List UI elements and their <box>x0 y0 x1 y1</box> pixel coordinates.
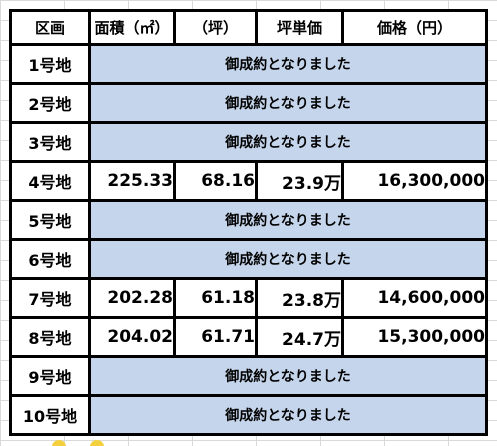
area-sqm-cell[interactable]: 202.28 <box>88 277 176 319</box>
unit-price-cell[interactable]: 23.9万 <box>255 160 344 202</box>
header-row: 区画 面積（㎡） （坪） 坪単価 価格（円） <box>9 9 488 46</box>
price-cell[interactable]: 14,600,000 <box>341 277 488 319</box>
table-row: 4号地 225.33 68.16 23.9万 16,300,000 <box>9 160 488 202</box>
sold-status-cell[interactable]: 御成約となりました <box>88 394 488 436</box>
header-price[interactable]: 価格（円） <box>341 9 488 46</box>
decorative-yellow-shape <box>90 440 104 446</box>
header-area-sqm[interactable]: 面積（㎡） <box>88 9 176 46</box>
table-row: 2号地 御成約となりました <box>9 82 488 124</box>
table-row: 7号地 202.28 61.18 23.8万 14,600,000 <box>9 277 488 319</box>
table-row: 10号地 御成約となりました <box>9 394 488 436</box>
area-sqm-cell[interactable]: 204.02 <box>88 316 176 358</box>
sold-status-cell[interactable]: 御成約となりました <box>88 121 488 163</box>
lot-name-cell[interactable]: 5号地 <box>9 199 91 241</box>
lot-name-cell[interactable]: 6号地 <box>9 238 91 280</box>
lot-name-cell[interactable]: 1号地 <box>9 43 91 85</box>
price-cell[interactable]: 15,300,000 <box>341 316 488 358</box>
sold-status-cell[interactable]: 御成約となりました <box>88 238 488 280</box>
lot-name-cell[interactable]: 9号地 <box>9 355 91 397</box>
table-row: 6号地 御成約となりました <box>9 238 488 280</box>
area-tsubo-cell[interactable]: 61.18 <box>173 277 258 319</box>
lot-name-cell[interactable]: 7号地 <box>9 277 91 319</box>
table-row: 1号地 御成約となりました <box>9 43 488 85</box>
sold-status-cell[interactable]: 御成約となりました <box>88 199 488 241</box>
header-area-tsubo[interactable]: （坪） <box>173 9 258 46</box>
area-tsubo-cell[interactable]: 68.16 <box>173 160 258 202</box>
area-sqm-cell[interactable]: 225.33 <box>88 160 176 202</box>
unit-price-cell[interactable]: 23.8万 <box>255 277 344 319</box>
table-row: 5号地 御成約となりました <box>9 199 488 241</box>
lot-name-cell[interactable]: 3号地 <box>9 121 91 163</box>
sold-status-cell[interactable]: 御成約となりました <box>88 355 488 397</box>
area-tsubo-cell[interactable]: 61.71 <box>173 316 258 358</box>
unit-price-cell[interactable]: 24.7万 <box>255 316 344 358</box>
lot-price-table: 区画 面積（㎡） （坪） 坪単価 価格（円） 1号地 御成約となりました 2号地… <box>9 9 488 436</box>
lot-name-cell[interactable]: 4号地 <box>9 160 91 202</box>
decorative-yellow-shape <box>52 440 66 446</box>
header-unit-price[interactable]: 坪単価 <box>255 9 344 46</box>
price-cell[interactable]: 16,300,000 <box>341 160 488 202</box>
lot-name-cell[interactable]: 10号地 <box>9 394 91 436</box>
table-row: 9号地 御成約となりました <box>9 355 488 397</box>
table-row: 3号地 御成約となりました <box>9 121 488 163</box>
table-row: 8号地 204.02 61.71 24.7万 15,300,000 <box>9 316 488 358</box>
sold-status-cell[interactable]: 御成約となりました <box>88 43 488 85</box>
header-lot[interactable]: 区画 <box>9 9 91 46</box>
sold-status-cell[interactable]: 御成約となりました <box>88 82 488 124</box>
lot-name-cell[interactable]: 8号地 <box>9 316 91 358</box>
lot-name-cell[interactable]: 2号地 <box>9 82 91 124</box>
